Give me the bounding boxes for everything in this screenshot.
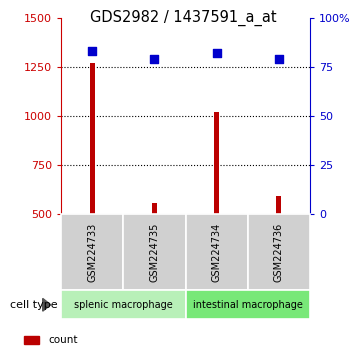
Text: GSM224733: GSM224733 <box>87 223 97 282</box>
Polygon shape <box>43 298 51 311</box>
Bar <box>186 214 248 290</box>
Bar <box>248 214 310 290</box>
Text: count: count <box>49 335 78 345</box>
Point <box>214 50 219 56</box>
Text: intestinal macrophage: intestinal macrophage <box>193 300 302 310</box>
Text: GSM224735: GSM224735 <box>149 223 160 282</box>
Text: splenic macrophage: splenic macrophage <box>74 300 173 310</box>
Bar <box>61 290 186 319</box>
Point <box>90 48 95 54</box>
Bar <box>214 112 219 214</box>
Point <box>276 56 281 62</box>
Bar <box>152 203 157 214</box>
Bar <box>186 290 310 319</box>
Bar <box>123 214 186 290</box>
Point <box>152 56 157 62</box>
Text: GSM224734: GSM224734 <box>211 223 222 282</box>
Text: GDS2982 / 1437591_a_at: GDS2982 / 1437591_a_at <box>90 10 277 26</box>
Text: GSM224736: GSM224736 <box>274 223 284 282</box>
Bar <box>276 196 281 214</box>
Text: cell type: cell type <box>10 300 58 310</box>
Bar <box>61 214 123 290</box>
Bar <box>90 63 95 214</box>
Bar <box>24 336 40 344</box>
